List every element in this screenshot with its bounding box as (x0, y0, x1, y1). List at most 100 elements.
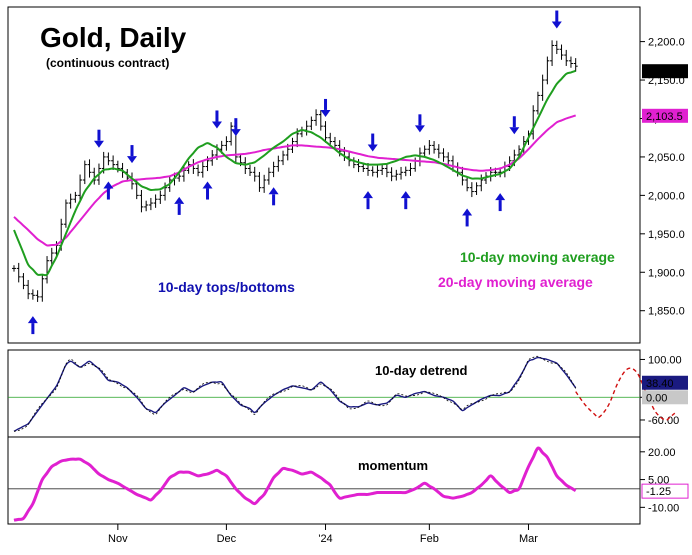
momentum-label: momentum (358, 458, 428, 473)
chart-subtitle: (continuous contract) (46, 56, 169, 70)
price-bar (276, 155, 281, 172)
momentum-y-axis: 20.00 5.00 -10.00 (640, 447, 679, 514)
momentum-line (13, 446, 577, 522)
arrow-head (495, 193, 506, 201)
price-bar (200, 161, 205, 178)
current-price-badge-bg (642, 64, 688, 79)
price-bar (380, 163, 385, 176)
price-bar (384, 163, 389, 178)
price-bar (540, 74, 545, 101)
x-tick-label: Dec (217, 533, 237, 545)
price-y-axis: 2,200.02,150.02,100.02,050.02,000.01,950… (640, 37, 685, 318)
arrow-down-icon (414, 114, 425, 133)
arrow-head (93, 140, 104, 148)
arrow-head (320, 109, 331, 117)
arrow-head (103, 181, 114, 189)
price-bar (436, 144, 441, 159)
arrow-up-icon (400, 191, 411, 210)
arrow-head (509, 127, 520, 135)
price-bar (564, 49, 569, 66)
price-bar (148, 197, 153, 211)
momentum-y-tick-label: -10.00 (648, 502, 679, 514)
momentum-y-tick-label: 20.00 (648, 447, 676, 459)
price-y-tick-label: 2,000.0 (648, 190, 685, 202)
cycle-arrows (27, 10, 562, 335)
price-bar (370, 166, 375, 177)
price-bar (535, 91, 540, 115)
arrow-head (268, 187, 279, 195)
price-bar (248, 164, 252, 176)
detrend-series (8, 355, 676, 432)
price-bar (408, 162, 413, 176)
x-tick-label: Mar (519, 533, 538, 545)
price-bar (224, 136, 229, 151)
price-bar (26, 279, 31, 300)
x-tick-label: Feb (420, 533, 439, 545)
arrow-up-icon (495, 193, 506, 212)
arrow-up-icon (103, 181, 114, 200)
price-bar (49, 247, 54, 266)
price-bar (554, 40, 559, 55)
arrow-head (414, 125, 425, 133)
price-bar (196, 164, 201, 177)
price-bar (545, 56, 550, 85)
arrow-head (127, 156, 137, 164)
price-bar (573, 58, 578, 72)
price-y-tick-label: 1,900.0 (648, 267, 685, 279)
price-y-tick-label: 2,050.0 (648, 152, 685, 164)
arrow-up-icon (462, 208, 473, 227)
price-bar (394, 169, 399, 181)
price-bar (469, 182, 474, 198)
tops-bottoms-annotation: 10-day tops/bottoms (158, 279, 295, 295)
detrend-value-badge-text: 38.40 (646, 378, 674, 390)
price-bar (550, 40, 555, 66)
detrend-label: 10-day detrend (375, 363, 468, 378)
arrow-head (174, 196, 185, 204)
detrend-line (13, 356, 577, 432)
price-bar (446, 152, 451, 166)
price-bar (92, 167, 97, 185)
price-bar (474, 182, 479, 195)
price-bar (271, 161, 276, 178)
arrow-head (400, 191, 411, 199)
current-price-badge: 2,161.5 (642, 64, 688, 79)
arrow-head (230, 129, 241, 137)
arrow-down-icon (211, 110, 222, 129)
price-y-tick-label: 1,850.0 (648, 306, 685, 318)
ma10-series (13, 69, 577, 277)
arrow-up-icon (202, 181, 213, 200)
price-bar (568, 56, 573, 68)
price-bar (266, 167, 271, 185)
current-price-badge-text: 2,161.5 (646, 66, 683, 78)
price-bar (403, 166, 408, 177)
arrow-head (27, 316, 38, 324)
price-panel-frame (7, 6, 641, 344)
price-bar (441, 148, 446, 162)
ma20-value-badge: 2,103.5 (642, 108, 688, 123)
arrow-down-icon (320, 98, 331, 117)
price-y-tick-label: 1,950.0 (648, 229, 685, 241)
price-y-tick-label: 2,200.0 (648, 37, 685, 49)
price-bar (30, 289, 35, 300)
arrow-head (551, 21, 562, 29)
price-bar (177, 172, 182, 182)
arrow-up-icon (363, 191, 373, 210)
price-bar (309, 116, 314, 131)
price-bar (252, 166, 257, 182)
price-bar (82, 160, 87, 185)
arrow-up-icon (174, 196, 185, 215)
price-bar (87, 159, 92, 178)
momentum-value-badge-text: -1.25 (646, 486, 671, 498)
price-bar (427, 140, 432, 155)
arrow-down-icon (509, 116, 520, 135)
detrend-value-badge-bg (642, 375, 688, 390)
price-bar (432, 141, 437, 154)
price-bar (323, 121, 328, 143)
ma10-line (13, 69, 577, 277)
arrow-down-icon (93, 129, 104, 148)
price-bar (35, 290, 40, 302)
detrend-value-badge: 38.40 (642, 375, 688, 390)
momentum-value-badge: -1.25 (641, 483, 689, 499)
